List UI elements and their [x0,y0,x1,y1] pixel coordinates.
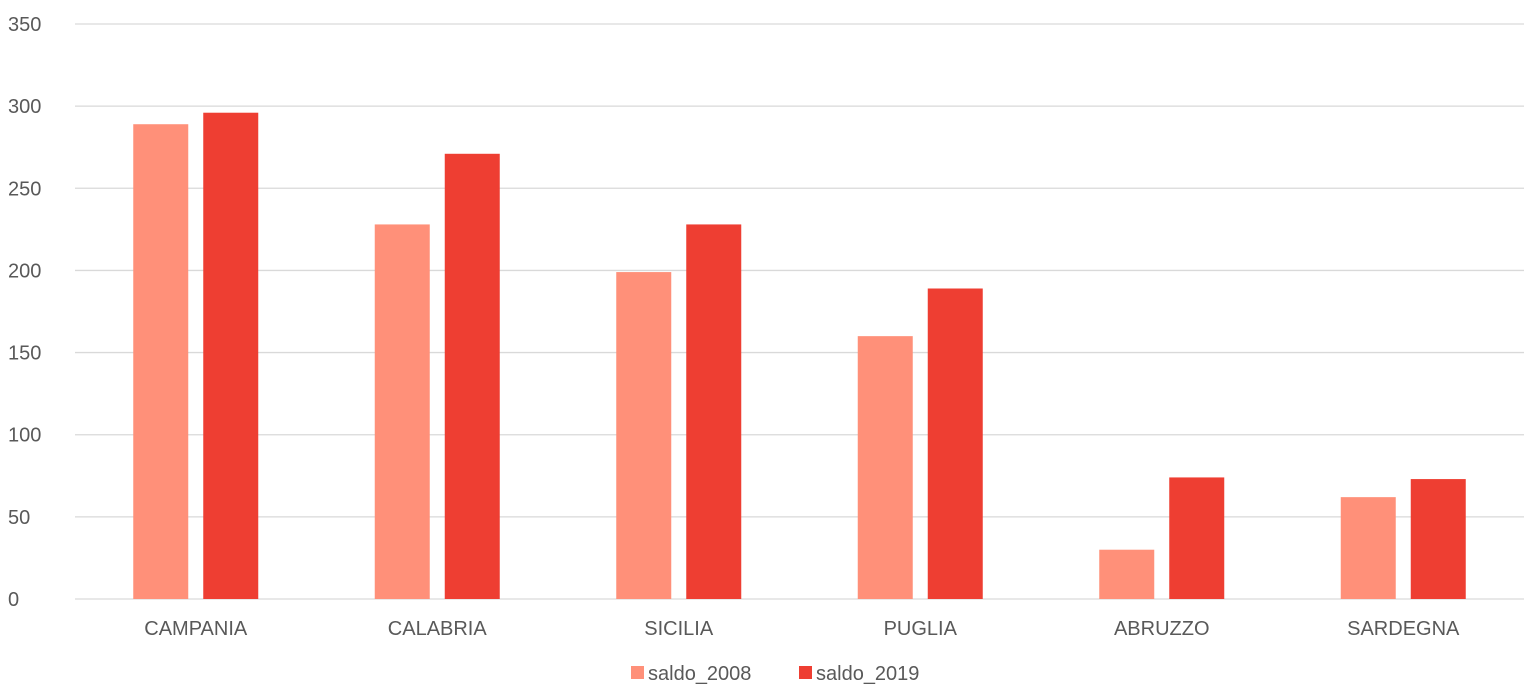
x-category-label: SICILIA [644,618,714,640]
legend-label: saldo_2019 [816,663,919,685]
legend-label: saldo_2008 [648,663,751,685]
legend: saldo_2008 saldo_2019 [631,663,919,685]
legend-swatch [799,666,812,679]
y-tick-label: 50 [8,507,30,529]
y-tick-label: 150 [8,343,41,365]
x-category-label: CAMPANIA [144,618,248,640]
y-axis-ticks: 0 50 100 150 200 250 300 350 [8,14,41,611]
gridlines [75,23,1524,600]
y-tick-label: 300 [8,96,41,118]
bar-saldo-2019-sardegna [1410,479,1466,599]
y-tick-label: 250 [8,178,41,200]
x-category-label: ABRUZZO [1114,618,1210,640]
x-category-label: CALABRIA [388,618,488,640]
bar-saldo-2019-puglia [927,288,983,599]
x-category-label: PUGLIA [884,618,958,640]
bar-saldo-2019-abruzzo [1169,477,1225,599]
bars [133,112,1466,600]
bar-saldo-2008-sicilia [616,272,672,599]
y-tick-label: 100 [8,425,41,447]
y-tick-label: 0 [8,589,19,611]
bar-saldo-2019-campania [203,112,259,599]
bar-saldo-2008-sardegna [1340,497,1396,599]
bar-saldo-2019-calabria [444,153,500,600]
bar-saldo-2008-calabria [374,224,430,599]
bar-saldo-2008-abruzzo [1099,549,1155,599]
bar-saldo-2008-puglia [857,336,913,599]
x-axis-labels: CAMPANIA CALABRIA SICILIA PUGLIA ABRUZZO SARD… [144,618,1460,640]
y-tick-label: 200 [8,260,41,282]
bar-saldo-2019-sicilia [686,224,742,599]
x-category-label: SARDEGNA [1347,618,1460,640]
legend-swatch [631,666,644,679]
bar-saldo-2008-campania [133,124,189,599]
y-tick-label: 350 [8,14,41,36]
